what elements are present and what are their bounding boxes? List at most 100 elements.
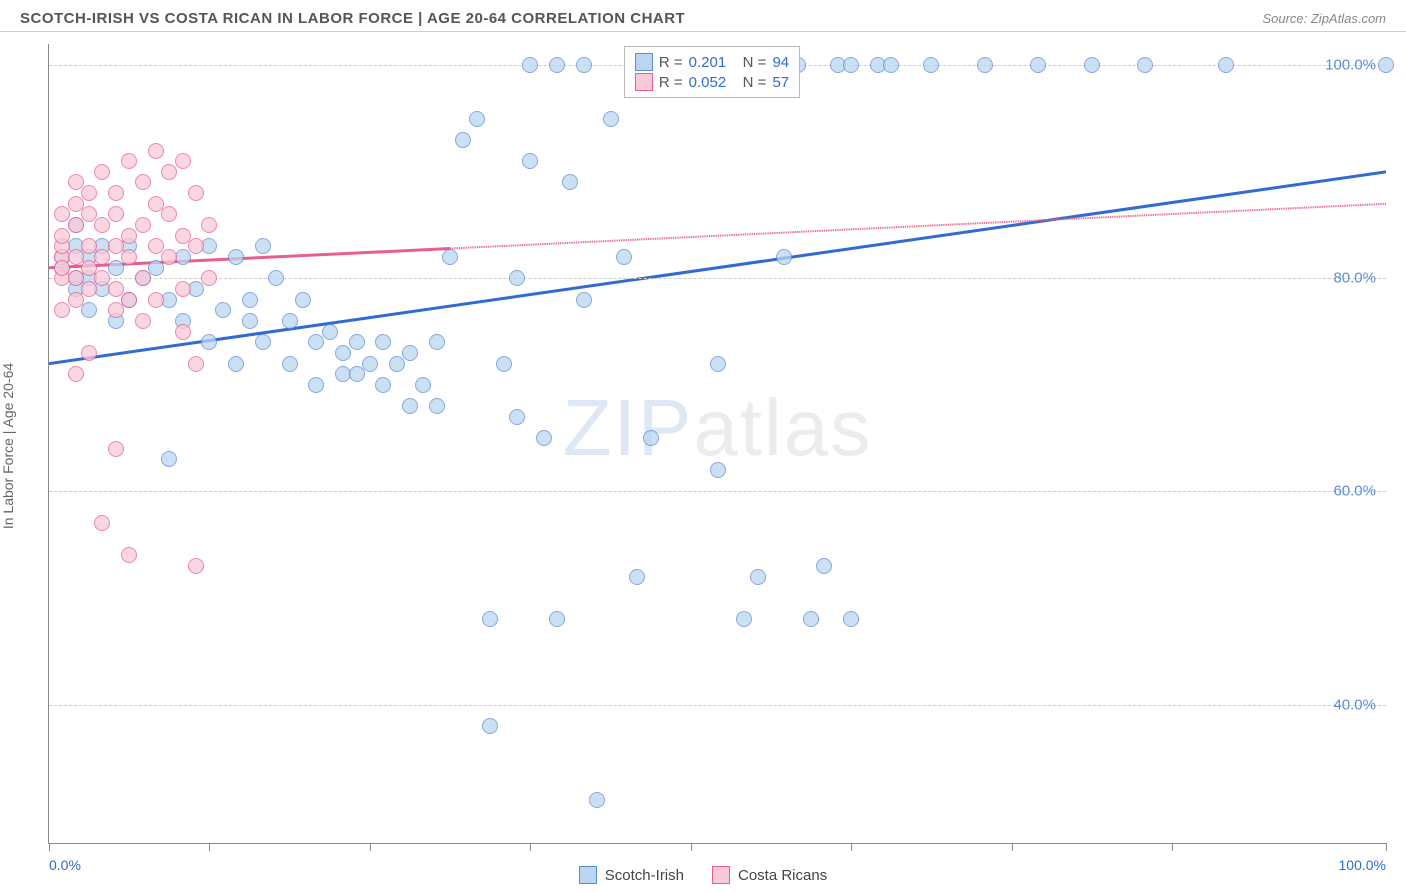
scatter-point xyxy=(509,409,525,425)
scatter-point xyxy=(242,292,258,308)
stats-legend-row: R =0.052N =57 xyxy=(635,73,789,91)
scatter-point xyxy=(81,345,97,361)
scatter-point xyxy=(94,217,110,233)
scatter-point xyxy=(268,270,284,286)
scatter-point xyxy=(121,292,137,308)
scatter-point xyxy=(255,238,271,254)
scatter-point xyxy=(522,153,538,169)
scatter-point xyxy=(161,451,177,467)
stats-legend-row: R =0.201N =94 xyxy=(635,53,789,71)
scatter-point xyxy=(121,228,137,244)
scatter-point xyxy=(750,569,766,585)
y-tick-label: 40.0% xyxy=(1333,696,1376,713)
scatter-point xyxy=(255,334,271,350)
scatter-point xyxy=(175,324,191,340)
scatter-point xyxy=(81,302,97,318)
scatter-point xyxy=(1030,57,1046,73)
scatter-point xyxy=(322,324,338,340)
scatter-point xyxy=(81,185,97,201)
x-tick xyxy=(530,843,531,851)
scatter-point xyxy=(161,164,177,180)
scatter-point xyxy=(121,153,137,169)
legend-label: Costa Ricans xyxy=(738,867,827,884)
scatter-point xyxy=(108,185,124,201)
scatter-point xyxy=(148,292,164,308)
scatter-point xyxy=(135,313,151,329)
scatter-point xyxy=(94,249,110,265)
scatter-point xyxy=(188,356,204,372)
legend-swatch xyxy=(712,866,730,884)
trend-lines-svg xyxy=(49,44,1386,843)
scatter-point xyxy=(710,356,726,372)
x-tick xyxy=(1012,843,1013,851)
legend-item: Scotch-Irish xyxy=(579,866,684,884)
y-tick-label: 80.0% xyxy=(1333,270,1376,287)
y-tick-label: 60.0% xyxy=(1333,483,1376,500)
legend-swatch xyxy=(579,866,597,884)
scatter-point xyxy=(94,515,110,531)
scatter-point xyxy=(201,270,217,286)
scatter-point xyxy=(415,377,431,393)
legend-label: Scotch-Irish xyxy=(605,867,684,884)
stats-legend: R =0.201N =94 R =0.052N =57 xyxy=(624,46,800,98)
x-tick xyxy=(370,843,371,851)
scatter-point xyxy=(135,270,151,286)
scatter-point xyxy=(108,302,124,318)
scatter-point xyxy=(576,57,592,73)
scatter-point xyxy=(349,334,365,350)
scatter-point xyxy=(496,356,512,372)
scatter-point xyxy=(308,377,324,393)
scatter-point xyxy=(108,441,124,457)
gridline xyxy=(49,705,1386,706)
scatter-point xyxy=(94,164,110,180)
scatter-point xyxy=(643,430,659,446)
scatter-point xyxy=(389,356,405,372)
scatter-point xyxy=(68,366,84,382)
scatter-point xyxy=(242,313,258,329)
scatter-point xyxy=(375,377,391,393)
scatter-point xyxy=(335,345,351,361)
source-label: Source: ZipAtlas.com xyxy=(1262,11,1386,26)
scatter-point xyxy=(429,398,445,414)
x-tick xyxy=(851,843,852,851)
scatter-point xyxy=(509,270,525,286)
scatter-point xyxy=(1137,57,1153,73)
scatter-point xyxy=(522,57,538,73)
scatter-point xyxy=(121,547,137,563)
scatter-point xyxy=(228,249,244,265)
scatter-point xyxy=(375,334,391,350)
scatter-point xyxy=(201,217,217,233)
scatter-point xyxy=(576,292,592,308)
scatter-point xyxy=(121,249,137,265)
scatter-point xyxy=(175,153,191,169)
scatter-point xyxy=(175,281,191,297)
scatter-point xyxy=(135,217,151,233)
scatter-point xyxy=(54,206,70,222)
plot-region: ZIPatlas 40.0%60.0%80.0%100.0%0.0%100.0%… xyxy=(48,44,1386,844)
x-tick xyxy=(1172,843,1173,851)
x-tick xyxy=(49,843,50,851)
scatter-point xyxy=(843,57,859,73)
scatter-point xyxy=(282,356,298,372)
scatter-point xyxy=(562,174,578,190)
y-axis-label: In Labor Force | Age 20-64 xyxy=(0,363,16,529)
scatter-point xyxy=(148,143,164,159)
scatter-point xyxy=(1218,57,1234,73)
scatter-point xyxy=(362,356,378,372)
chart-title: SCOTCH-IRISH VS COSTA RICAN IN LABOR FOR… xyxy=(20,10,685,27)
scatter-point xyxy=(883,57,899,73)
chart-area: ZIPatlas 40.0%60.0%80.0%100.0%0.0%100.0%… xyxy=(48,44,1386,844)
scatter-point xyxy=(482,611,498,627)
scatter-point xyxy=(108,260,124,276)
scatter-point xyxy=(977,57,993,73)
legend-swatch xyxy=(635,73,653,91)
scatter-point xyxy=(923,57,939,73)
x-tick xyxy=(209,843,210,851)
scatter-point xyxy=(1378,57,1394,73)
scatter-point xyxy=(442,249,458,265)
scatter-point xyxy=(589,792,605,808)
scatter-point xyxy=(108,206,124,222)
scatter-point xyxy=(843,611,859,627)
scatter-point xyxy=(201,334,217,350)
x-tick xyxy=(691,843,692,851)
